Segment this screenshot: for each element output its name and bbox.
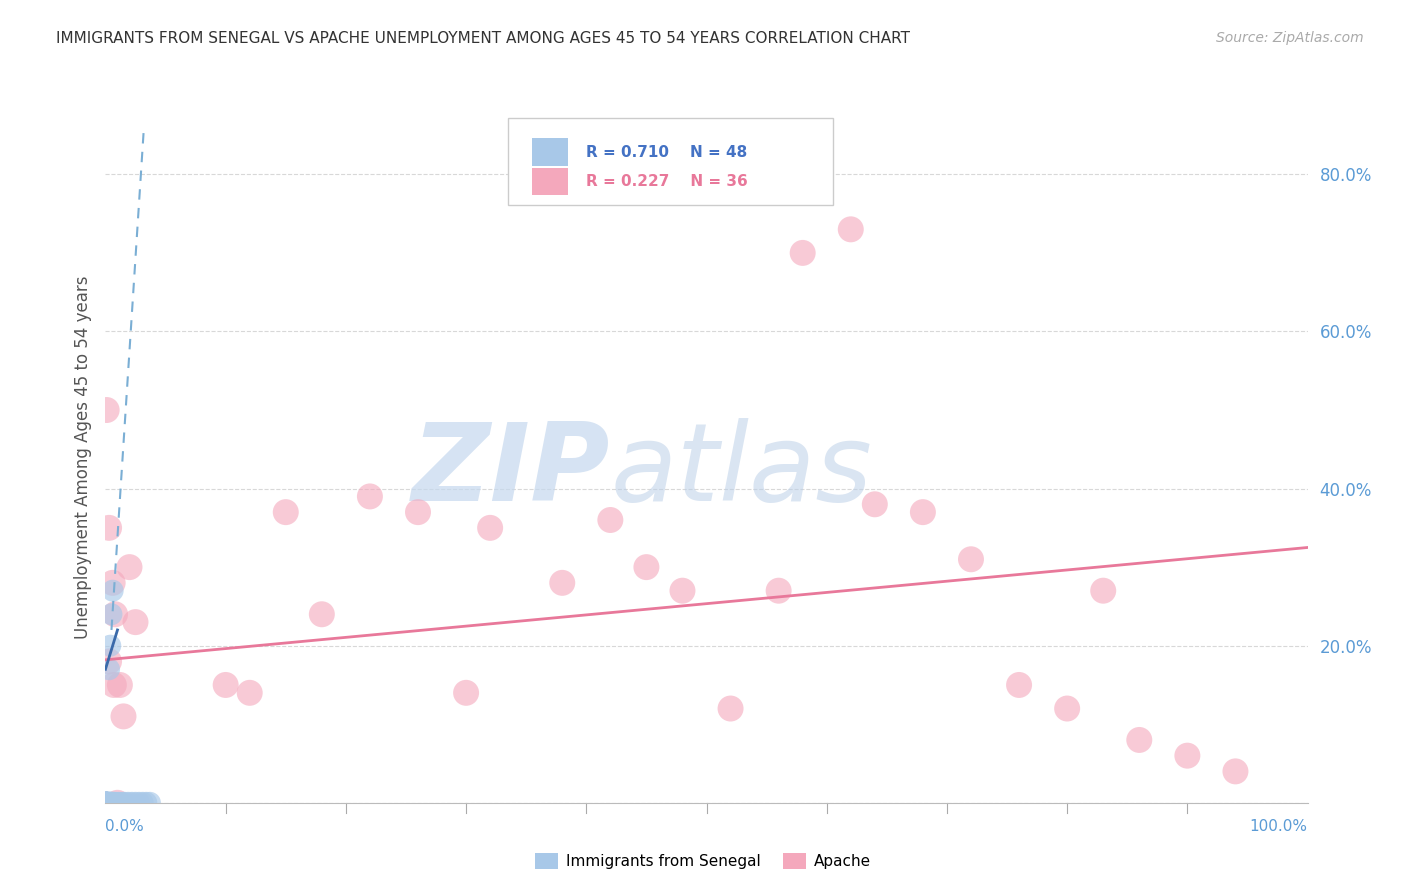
Point: [96, 796, 118, 810]
Text: R = 0.710    N = 48: R = 0.710 N = 48: [586, 145, 748, 160]
Point: [135, 796, 157, 810]
Point: [792, 246, 814, 260]
Point: [239, 686, 262, 700]
Point: [98, 639, 121, 653]
Point: [1225, 764, 1247, 779]
Point: [274, 505, 297, 519]
FancyBboxPatch shape: [508, 119, 832, 205]
Point: [132, 796, 155, 810]
Point: [911, 505, 934, 519]
Point: [1092, 583, 1115, 598]
Point: [128, 796, 150, 810]
Point: [359, 490, 381, 504]
Point: [94, 796, 117, 810]
Point: [720, 701, 742, 715]
Text: 0.0%: 0.0%: [105, 820, 145, 834]
Point: [96, 796, 118, 810]
Point: [98, 796, 121, 810]
Point: [100, 796, 122, 810]
Text: R = 0.227    N = 36: R = 0.227 N = 36: [586, 174, 748, 189]
Text: ZIP: ZIP: [412, 418, 610, 524]
Point: [101, 796, 124, 810]
Point: [114, 796, 136, 810]
Point: [94, 796, 117, 810]
Point: [111, 796, 134, 810]
Point: [98, 796, 121, 810]
Point: [214, 678, 236, 692]
Point: [406, 505, 429, 519]
Point: [139, 796, 162, 810]
Point: [108, 678, 131, 692]
Point: [1056, 701, 1078, 715]
Point: [104, 796, 127, 810]
Point: [636, 560, 658, 574]
Point: [863, 497, 886, 511]
Point: [98, 654, 121, 668]
Point: [97, 796, 120, 810]
Point: [479, 521, 502, 535]
Point: [94, 796, 117, 810]
Point: [454, 686, 477, 700]
Point: [107, 796, 129, 810]
Point: [94, 796, 117, 810]
Text: Source: ZipAtlas.com: Source: ZipAtlas.com: [1216, 31, 1364, 45]
Point: [839, 222, 862, 236]
Point: [96, 796, 118, 810]
Legend: Immigrants from Senegal, Apache: Immigrants from Senegal, Apache: [529, 847, 877, 875]
Point: [98, 521, 121, 535]
Point: [117, 796, 139, 810]
Point: [98, 796, 121, 810]
Point: [96, 796, 118, 810]
Point: [96, 796, 118, 810]
Point: [100, 607, 122, 622]
Point: [768, 583, 790, 598]
Point: [104, 607, 127, 622]
Point: [121, 796, 143, 810]
Point: [124, 615, 146, 629]
Point: [107, 796, 129, 810]
Point: [960, 552, 983, 566]
Point: [98, 796, 121, 810]
Point: [101, 583, 124, 598]
Point: [108, 796, 131, 810]
Point: [599, 513, 621, 527]
Point: [100, 796, 122, 810]
Point: [94, 796, 117, 810]
Point: [96, 796, 118, 810]
Point: [94, 796, 117, 810]
Text: atlas: atlas: [610, 418, 872, 524]
Point: [124, 796, 146, 810]
FancyBboxPatch shape: [533, 168, 568, 195]
Point: [97, 796, 120, 810]
Y-axis label: Unemployment Among Ages 45 to 54 years: Unemployment Among Ages 45 to 54 years: [73, 276, 91, 639]
Point: [96, 403, 118, 417]
Point: [94, 796, 117, 810]
Point: [118, 560, 141, 574]
Point: [98, 662, 121, 676]
Point: [1128, 733, 1150, 747]
Text: IMMIGRANTS FROM SENEGAL VS APACHE UNEMPLOYMENT AMONG AGES 45 TO 54 YEARS CORRELA: IMMIGRANTS FROM SENEGAL VS APACHE UNEMPL…: [56, 31, 910, 46]
Point: [671, 583, 693, 598]
Point: [96, 796, 118, 810]
Point: [96, 796, 118, 810]
Point: [103, 796, 125, 810]
Point: [112, 709, 135, 723]
Point: [1008, 678, 1031, 692]
Point: [311, 607, 333, 622]
Point: [101, 575, 124, 590]
Point: [97, 796, 120, 810]
FancyBboxPatch shape: [533, 138, 568, 166]
Point: [96, 796, 118, 810]
Text: 100.0%: 100.0%: [1250, 820, 1308, 834]
Point: [96, 796, 118, 810]
Point: [103, 678, 125, 692]
Point: [96, 796, 118, 810]
Point: [96, 796, 118, 810]
Point: [1175, 748, 1198, 763]
Point: [551, 575, 574, 590]
Point: [98, 796, 121, 810]
Point: [96, 796, 118, 810]
